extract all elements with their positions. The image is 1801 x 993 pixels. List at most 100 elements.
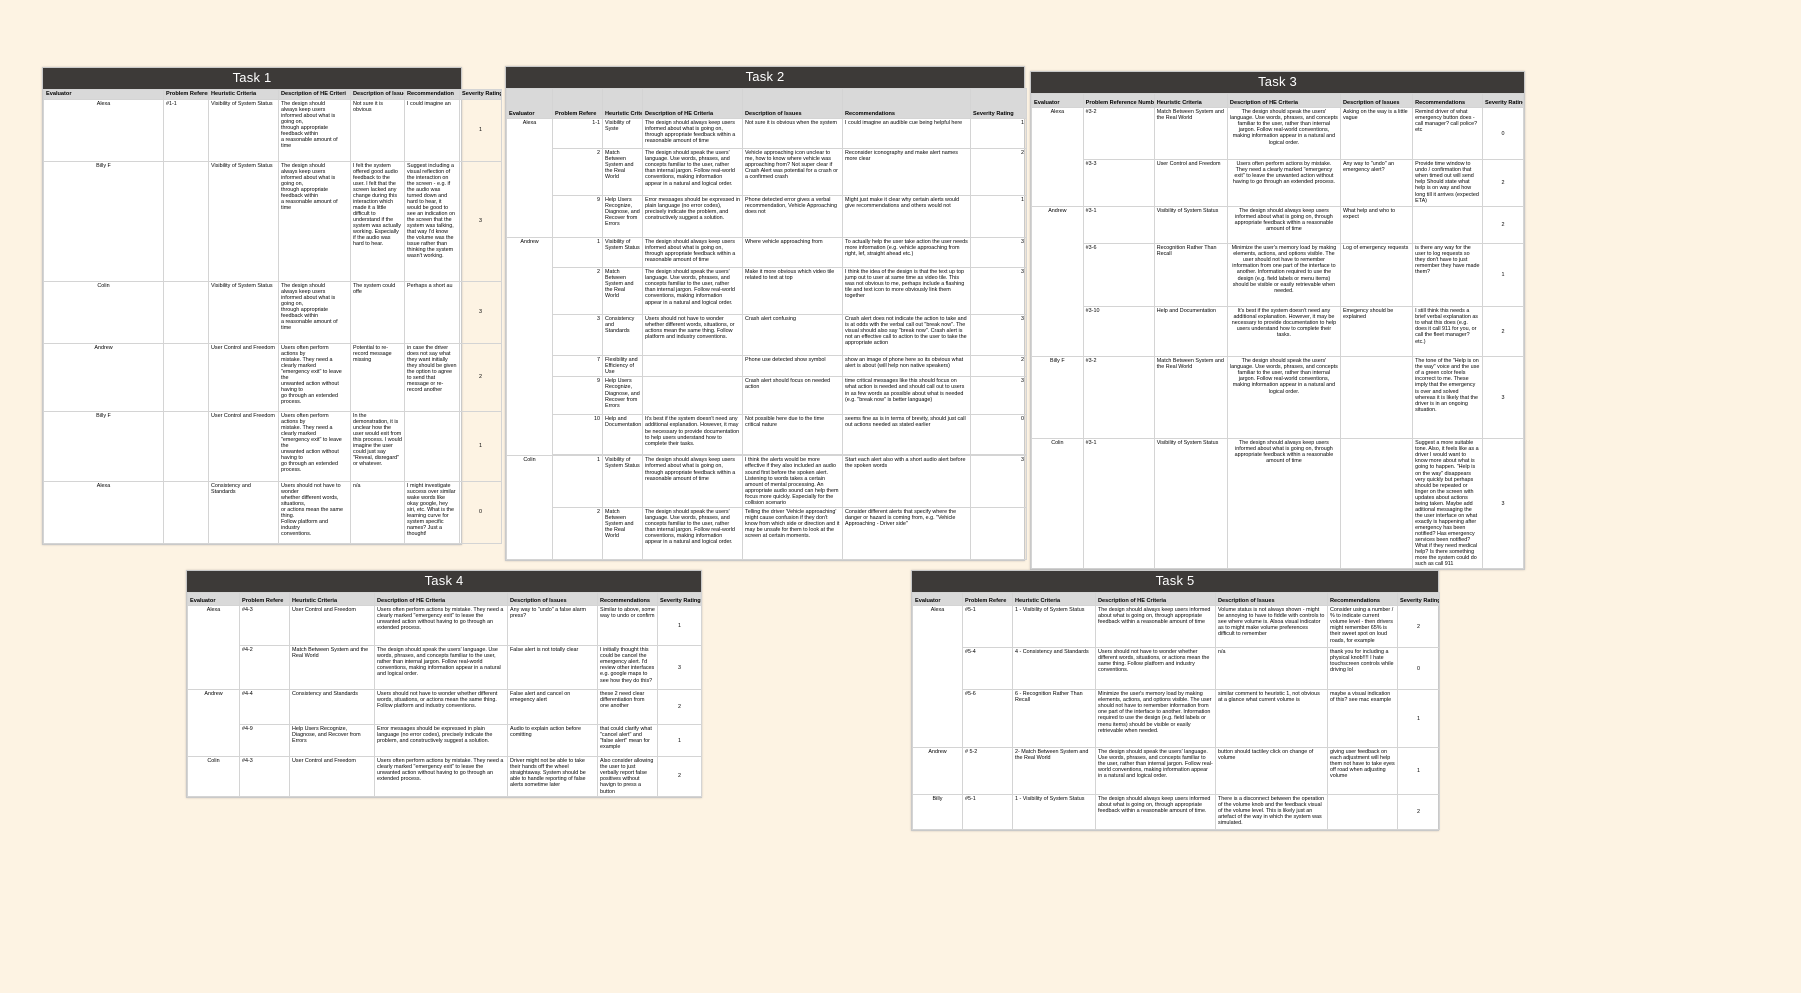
cell-he-description: Users often perform actions by mistake. … [278,410,351,482]
cell-issue: In the demonstration, it is unclear how … [350,410,405,482]
cell-severity: 1 [970,195,1027,239]
table-row: 9 Help Users Recognize, Diagnose, and Re… [507,376,1027,416]
col-problem-ref: Problem Refere [552,88,603,120]
cell-evaluator: Alexa [187,605,240,691]
cell-problem-ref [163,342,209,412]
cell-severity: 1 [657,724,702,758]
cell-recommendation: that could clarify what "cancel alert" a… [597,724,658,758]
cell-severity: 2 [1397,605,1440,649]
cell-issue: Make it more obvious which video tile re… [742,267,843,316]
task-4-title: Task 4 [187,571,701,593]
table-row: Andrew #3-1 Visibility of System Status … [1031,206,1524,358]
col-severity: Severity Rating [970,88,1027,120]
cell-severity: 3 [1482,438,1524,570]
cell-he-description: The design should speak the users' langu… [642,267,743,316]
cell-recommendation: Reconsider iconography and make alert na… [842,148,971,197]
col-issue: Description of Issues [507,592,598,607]
cell-recommendation: maybe a visual indication of this? see m… [1327,689,1398,749]
cell-heuristic: Visibility of Syste [602,118,643,150]
cell-heuristic: User Control and Freedom [208,410,279,482]
task-1-table: Evaluator Problem Referer Heuristic Crit… [43,89,502,544]
cell-heuristic: Help Users Recognize, Diagnose, and Reco… [289,724,375,758]
cell-recommendation: is there any way for the user to log req… [1412,243,1484,308]
cell-severity: 0 [459,480,502,544]
cell-heuristic: Help Users Recognize, Diagnose, and Reco… [602,376,643,416]
cell-he-description: The design should speak the users' langu… [1226,356,1341,440]
cell-problem-ref: 10 [552,414,603,456]
cell-issue: There is a disconnect between the operat… [1215,794,1328,831]
cell-recommendation: To actually help the user take action th… [842,237,971,269]
cell-heuristic: Visibility of System Status [602,237,643,269]
cell-issue: Crash alert confusing [742,314,843,357]
col-issue: Description of Issue [350,89,405,100]
cell-issue: Not sure it is obvious [350,98,405,162]
cell-heuristic: 4 - Consistency and Standards [1012,647,1096,691]
cell-he-description: The design should always keep users info… [1095,794,1216,831]
cell-recommendation: Consider using a number / % to indicate … [1327,605,1398,649]
cell-he-description: The design should speak the users' langu… [642,506,743,560]
cell-severity: 0 [970,414,1027,456]
cell-problem-ref [163,480,209,544]
cell-he-description: Users should not have to wonder whether … [1095,647,1216,691]
cell-he-description: The design should always keep users info… [642,455,743,508]
cell-issue: Log of emergency requests [1339,243,1414,308]
col-problem-ref: Problem Reference Number [1082,93,1155,109]
col-severity: Severity Rating [657,592,702,607]
col-issue: Description of Issues [1339,93,1414,109]
table-row: Alexa #5-1 1 - Visibility of System Stat… [912,605,1440,749]
cell-problem-ref: 2 [552,506,603,560]
task-4-sheet: Task 4 Evaluator Problem Refere Heuristi… [186,570,702,798]
table-header-row: Evaluator Problem Refere Heuristic Crite… [187,592,702,607]
table-row: Colin 1 Visibility of System Status The … [506,455,1027,560]
col-problem-ref: Problem Refere [239,592,290,607]
cell-evaluator: Billy [912,794,963,831]
cell-problem-ref: 2 [552,267,603,316]
cell-issue: I think the alerts would be more effecti… [742,455,843,508]
cell-heuristic: Visibility of System Status [602,455,643,508]
cell-evaluator: Billy F [43,410,164,482]
cell-issue: Any way to "undo" a false alarm press? [507,605,598,647]
cell-issue: Crash alert should focus on needed actio… [742,376,843,416]
cell-severity: 3 [970,314,1027,357]
cell-he-description: The design should always keep users info… [1226,438,1341,570]
cell-issue: similar comment to heuristic 1, not obvi… [1215,689,1328,749]
cell-evaluator: Andrew [1031,206,1084,358]
task-2-sheet: Task 2 Evaluator Problem Refere Heuristi… [505,66,1027,561]
cell-issue: Phone use detected show symbol [742,355,843,378]
cell-he-description: Minimize the user's memory load by makin… [1095,689,1216,749]
cell-problem-ref: #4-4 [239,689,290,726]
cell-heuristic: 1 - Visibility of System Status [1012,794,1096,831]
col-he-description: Description of HE Criteri [278,89,351,100]
cell-recommendation: Might just make it clear why certain ale… [842,195,971,239]
cell-he-description: The design should always keep users info… [1226,206,1341,245]
cell-he-description: Users often perform actions by mistake. … [374,756,508,797]
cell-heuristic: 2- Match Between System and the Real Wor… [1012,747,1096,796]
cell-heuristic: Consistency and Standards [602,314,643,357]
cell-problem-ref: 9 [552,376,603,416]
cell-recommendation [1412,206,1484,245]
cell-heuristic: Match Between System and the Real World [289,645,375,691]
cell-problem-ref [163,410,209,482]
cell-recommendation: Consider different alerts that specify w… [842,506,971,560]
table-header-row: Evaluator Problem Refere Heuristic Crite… [506,88,1027,120]
cell-he-description: The design should speak the users' langu… [1095,747,1216,796]
cell-heuristic: Visibility of System Status [208,98,279,162]
cell-problem-ref [163,280,209,344]
cell-evaluator: Colin [506,455,553,560]
cell-he-description: Users often perform actions by mistake. … [278,342,351,412]
table-row: Billy #5-1 1 - Visibility of System Stat… [912,794,1440,831]
col-evaluator: Evaluator [187,592,240,607]
cell-severity: 1 [1397,689,1440,749]
cell-heuristic: Recognition Rather Than Recall [1153,243,1228,308]
table-row: Alexa #3-2 Match Between System and the … [1031,107,1524,208]
col-evaluator: Evaluator [912,592,963,607]
cell-issue: Not possible here due to the time critic… [742,414,843,456]
cell-heuristic: 1 - Visibility of System Status [1012,605,1096,649]
col-he-description: Description of HE Criteria [1095,592,1216,607]
cell-problem-ref: 3 [552,314,603,357]
cell-he-description: The design should always keep users info… [278,280,351,344]
cell-he-description: Error messages should be expressed in pl… [642,195,743,239]
cell-heuristic: 6 - Recognition Rather Than Recall [1012,689,1096,749]
cell-problem-ref [163,160,209,282]
cell-recommendation: Perhaps a short au [404,280,460,344]
